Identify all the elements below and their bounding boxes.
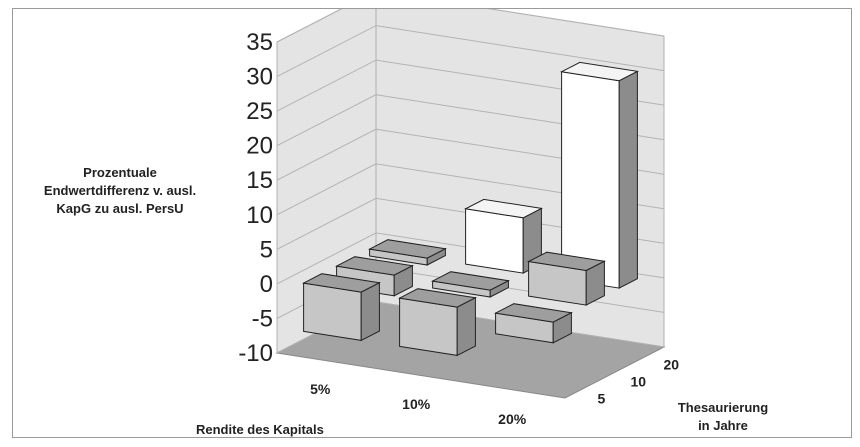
chart-bars xyxy=(302,61,639,357)
bar xyxy=(431,271,510,298)
bar-top xyxy=(464,198,543,219)
z-axis-label: Thesaurierung in Jahre xyxy=(677,400,769,433)
bar xyxy=(560,61,639,289)
y-tick-label: 20 xyxy=(246,133,273,160)
bar-side xyxy=(456,296,476,357)
z-tick-label: 20 xyxy=(664,357,680,373)
gridline xyxy=(276,9,665,43)
x-axis-ticks: 5% 10% 20% xyxy=(310,381,527,427)
y-tick-label: 5 xyxy=(260,236,273,263)
y-tick-label: 35 xyxy=(246,29,273,56)
bar xyxy=(398,288,477,357)
y-tick-label: 30 xyxy=(246,64,273,91)
gridline xyxy=(276,25,665,78)
bar-top xyxy=(527,251,606,272)
x-tick-label: 5% xyxy=(310,381,331,397)
bar-front xyxy=(399,297,458,356)
bar-top xyxy=(368,239,447,259)
bar-front xyxy=(303,282,362,341)
bar-top xyxy=(398,288,477,308)
x-tick-label: 20% xyxy=(498,411,527,427)
bar-side xyxy=(618,70,638,289)
bar xyxy=(302,273,381,342)
y-tick-label: 0 xyxy=(260,271,273,298)
chart-3d-bar: 35 30 25 20 15 10 5 0 -5 -10 5% 10% 20% 5 10 20 xyxy=(238,9,680,427)
z-tick-label: 10 xyxy=(631,374,647,390)
bar xyxy=(368,239,447,266)
bar-top xyxy=(302,273,381,293)
y-tick-label: 10 xyxy=(246,202,273,229)
y-tick-label: 15 xyxy=(246,167,273,194)
bar-front xyxy=(465,208,524,274)
bar-top xyxy=(335,256,414,276)
y-tick-label: 25 xyxy=(246,98,273,125)
x-axis-label: Rendite des Kapitals xyxy=(196,422,324,437)
y-tick-label: -5 xyxy=(252,305,273,332)
z-tick-label: 5 xyxy=(598,391,606,407)
bar-top xyxy=(494,303,573,323)
bar xyxy=(464,198,543,274)
chart-frame: 35 30 25 20 15 10 5 0 -5 -10 5% 10% 20% 5 10 20 Proze… xyxy=(12,8,852,438)
y-axis-label: Prozentuale Endwertdifferenz v. ausl. Ka… xyxy=(43,165,197,216)
bar-side xyxy=(360,281,380,342)
y-axis-ticks: 35 30 25 20 15 10 5 0 -5 -10 xyxy=(238,29,273,367)
y-tick-label: -10 xyxy=(238,340,273,367)
bar xyxy=(527,251,606,306)
z-axis-ticks: 5 10 20 xyxy=(598,357,680,407)
bar-top xyxy=(560,61,639,82)
x-tick-label: 10% xyxy=(402,396,431,412)
bar-top xyxy=(431,271,510,291)
bar xyxy=(494,303,573,344)
